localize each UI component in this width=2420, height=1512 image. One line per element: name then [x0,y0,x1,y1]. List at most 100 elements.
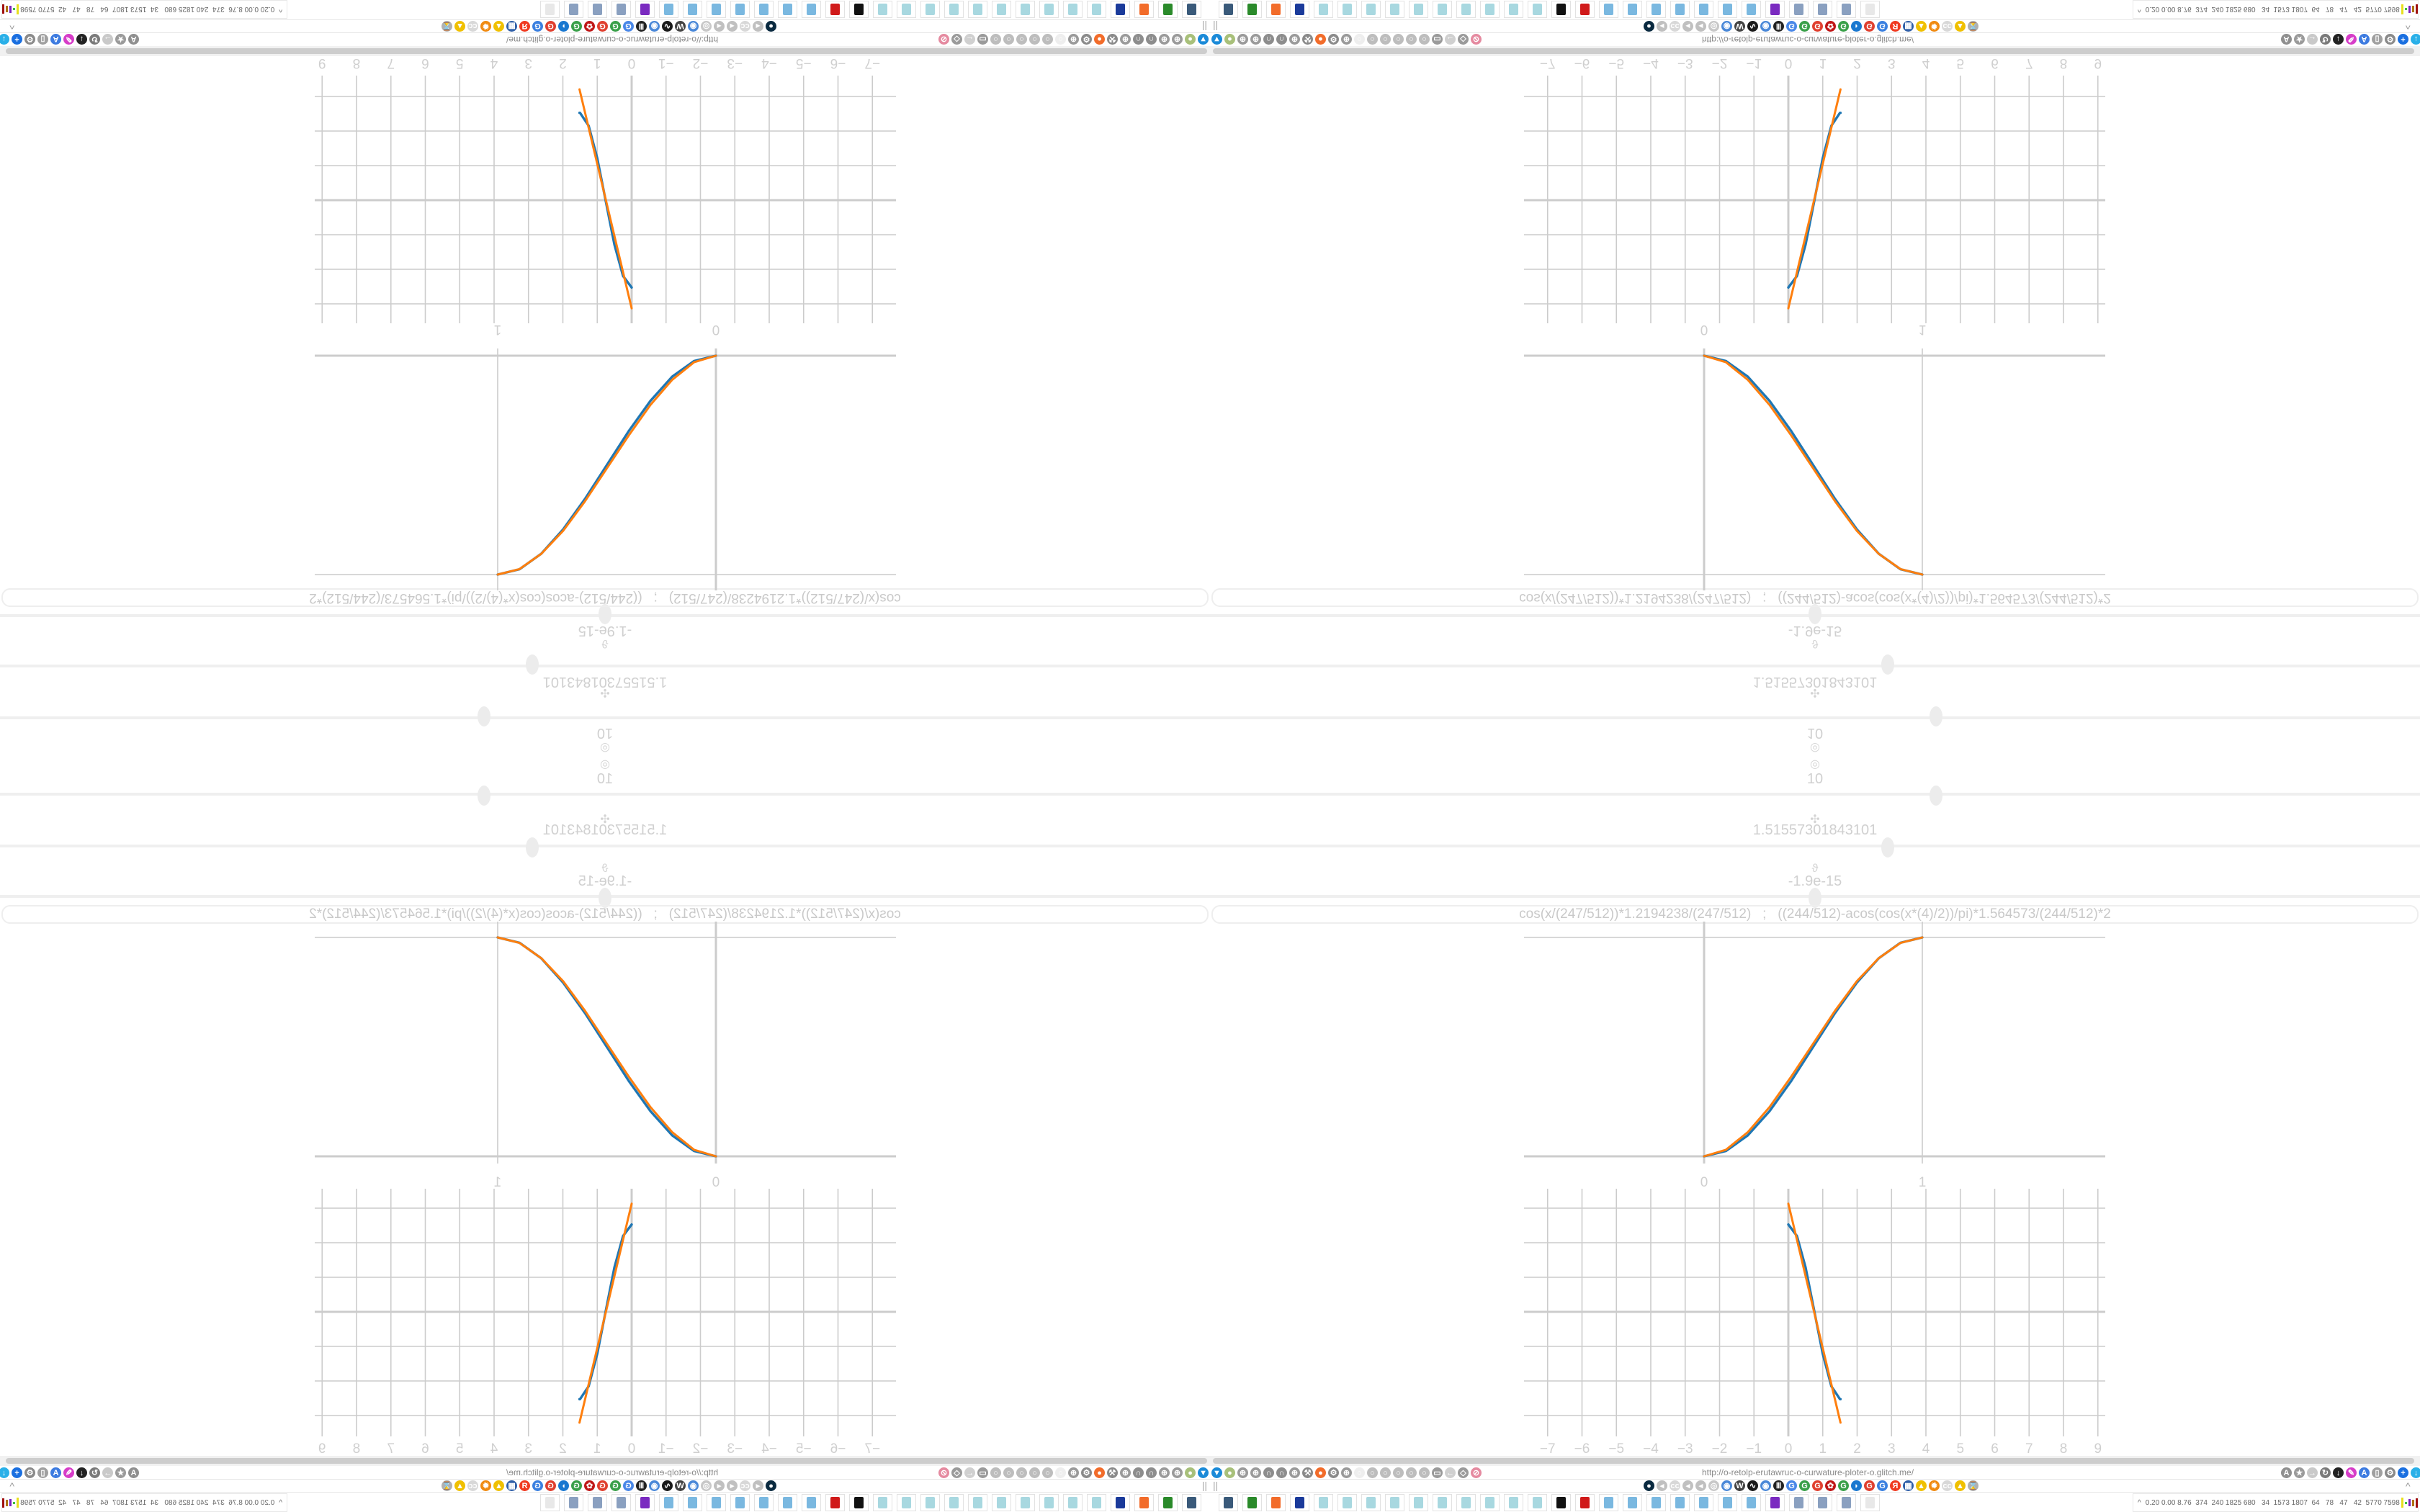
faded-icon[interactable]: ○ [1354,34,1365,45]
gear-icon[interactable]: ⚙ [1328,1467,1339,1478]
notepad-app[interactable] [897,1,916,18]
google-icon[interactable]: G [545,1480,556,1491]
faded-icon[interactable]: ○ [1354,1467,1365,1478]
scroll-app[interactable] [1837,1494,1856,1511]
blue-bird-icon[interactable]: ◗ [1851,21,1862,32]
red-flower-icon[interactable]: ✿ [584,21,595,32]
globe-icon[interactable]: ⊕ [1250,1467,1261,1478]
google-icon[interactable]: G [597,21,608,32]
star-icon[interactable]: ★ [115,34,126,45]
star-icon[interactable]: ★ [115,1467,126,1478]
google-translate-icon[interactable]: G [1786,1480,1797,1491]
folder-icon[interactable]: ▭ [1432,1467,1443,1478]
red-flower-icon[interactable]: ✿ [1825,1480,1836,1491]
red-gear-app[interactable] [1575,1,1595,18]
wrench-icon[interactable]: ⚒ [1302,34,1313,45]
funnel-icon[interactable]: ▼ [1211,1467,1222,1478]
dot-icon[interactable]: ○ [990,1467,1001,1478]
translate-icon[interactable]: A [128,1467,139,1478]
globe-icon[interactable]: ⊕ [1172,1467,1183,1478]
dot-icon[interactable]: ○ [1042,1467,1053,1478]
firefox-app[interactable] [1134,1494,1154,1511]
scroll-app[interactable] [611,1494,631,1511]
translate-blue-icon[interactable]: A [2359,1467,2370,1478]
globe-icon[interactable]: ⊕ [1250,34,1261,45]
pen-icon[interactable]: ✎ [2346,1467,2357,1478]
calculator-app[interactable] [1599,1494,1618,1511]
lock-slash-icon[interactable]: ⊘ [938,34,949,45]
calculator-app[interactable] [683,1,702,18]
notepad-app[interactable] [944,1494,964,1511]
mouse-icon[interactable]: ▯ [2372,34,2383,45]
gear-icon[interactable]: ⚙ [2385,34,2396,45]
google-icon[interactable]: G [597,1480,608,1491]
circle-icon[interactable]: ○ [1406,34,1417,45]
globe-icon[interactable]: ⊕ [1120,34,1131,45]
blue-globe-icon[interactable]: ◉ [1721,1480,1732,1491]
notepad-app[interactable] [1016,1494,1035,1511]
google-icon[interactable]: G [571,1480,582,1491]
blue-bird-icon[interactable]: ◗ [558,21,569,32]
google-icon[interactable]: G [1864,1480,1875,1491]
dot-icon[interactable]: ○ [1367,1467,1378,1478]
download-icon[interactable]: ↓ [76,1467,87,1478]
calculator-app[interactable] [1646,1494,1666,1511]
calculator-app[interactable] [1742,1494,1761,1511]
yandex-icon[interactable]: Я [1890,21,1901,32]
scrollbar-thumb[interactable] [6,48,1207,54]
cc-icon[interactable]: cc [1942,1480,1953,1491]
google-icon[interactable]: G [1877,21,1888,32]
hourglass-icon[interactable]: ⌛ [442,21,452,32]
circle-icon[interactable]: ○ [1029,34,1040,45]
inkscape-app[interactable] [849,1,869,18]
wikipedia-icon[interactable]: W [675,1480,686,1491]
dot-icon[interactable]: ○ [1367,34,1378,45]
scroll-app[interactable] [1789,1494,1809,1511]
pause-icon[interactable]: || [1213,1480,1219,1491]
notepad-app[interactable] [1337,1,1357,18]
faded-icon[interactable]: ○ [1055,1467,1066,1478]
arc-icon[interactable]: ∩ [1276,1467,1287,1478]
red-gear-app[interactable] [1575,1494,1595,1511]
calculator-app[interactable] [754,1494,774,1511]
translate-blue-icon[interactable]: A [50,34,61,45]
speaker-icon[interactable]: ◂ [1657,1480,1667,1491]
wikipedia-icon[interactable]: W [675,21,686,32]
shield-icon[interactable]: ◇ [951,1467,962,1478]
blue-globe-icon[interactable]: ◉ [649,1480,660,1491]
pen-icon[interactable]: ✎ [63,34,74,45]
floppy-app[interactable] [1111,1,1130,18]
calculator-app[interactable] [1694,1,1713,18]
notepad-app[interactable] [1314,1494,1333,1511]
notepad-app[interactable] [1456,1494,1476,1511]
calculator-app[interactable] [707,1,726,18]
scrollbar-thumb[interactable] [1213,1458,2414,1464]
google-icon[interactable]: G [610,21,621,32]
floppy-app[interactable] [1290,1,1309,18]
funnel-icon[interactable]: ▼ [1211,34,1222,45]
plus-icon[interactable]: + [12,34,22,45]
globe-icon[interactable]: ⊕ [1068,34,1079,45]
address-bar[interactable]: http://o-retolp-erutawruc-o-curwature-pl… [1701,35,1914,45]
hourglass-icon[interactable]: ⌛ [442,1480,452,1491]
wikipedia-icon[interactable]: W [1734,21,1745,32]
cc-icon[interactable]: cc [1670,1480,1680,1491]
cc-icon[interactable]: cc [1942,21,1953,32]
calculator-app[interactable] [802,1494,821,1511]
mouse-icon[interactable]: ▯ [37,1467,48,1478]
google-icon[interactable]: G [610,1480,621,1491]
pause-icon[interactable]: || [1213,21,1219,32]
terminal-app[interactable] [1158,1,1178,18]
lock-slash-icon[interactable]: ⊘ [1471,34,1482,45]
calculator-app[interactable] [1694,1494,1713,1511]
notepad-app[interactable] [873,1494,892,1511]
blue-globe-icon[interactable]: ◉ [688,1480,699,1491]
columns-icon[interactable]: Ⅲ [636,1480,647,1491]
tray-caret-icon[interactable]: ^ [279,1498,282,1507]
calculator-app[interactable] [659,1,678,18]
calculator-app[interactable] [1718,1,1737,18]
calculator-app[interactable] [683,1494,702,1511]
terminal-app[interactable] [1242,1494,1262,1511]
arc-icon[interactable]: ∩ [1133,34,1144,45]
star-icon[interactable]: ★ [2294,1467,2305,1478]
